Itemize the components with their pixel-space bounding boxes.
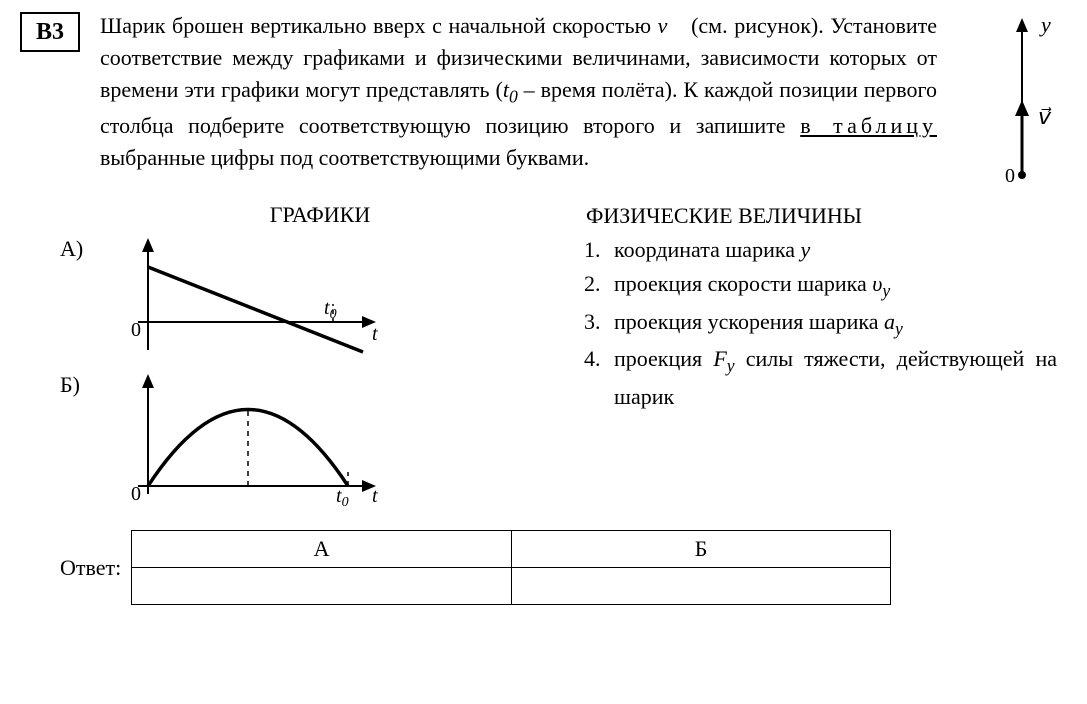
answer-header-b: Б [511, 531, 891, 568]
svg-text:0: 0 [131, 319, 141, 341]
svg-text:t: t [372, 323, 378, 345]
answer-header-a: А [132, 531, 512, 568]
y-axis-diagram: y v⃗ 0 [967, 10, 1057, 190]
list-item: проекция ускорения шарика ay [606, 305, 1057, 343]
origin-label: 0 [1005, 165, 1015, 187]
list-item: координата шарика y [606, 233, 1057, 267]
v-vector-label: v⃗ [1038, 104, 1052, 129]
answer-label: Ответ: [60, 555, 121, 581]
problem-label: В3 [20, 12, 80, 52]
list-item: проекция скорости шарика υy [606, 267, 1057, 305]
quantities-title: ФИЗИЧЕСКИЕ ВЕЛИЧИНЫ [580, 203, 1057, 229]
answer-cell-a[interactable] [132, 568, 512, 605]
answer-cell-b[interactable] [511, 568, 891, 605]
graph-a: 0 t0 t [108, 232, 398, 362]
list-item: проекция Fy силы тяжести, действующей на… [606, 342, 1057, 414]
graph-b: 0 t0 t [108, 368, 398, 508]
options-list: координата шарика y проекция скорости ша… [580, 233, 1057, 414]
answer-table: А Б [131, 530, 891, 605]
svg-text:t: t [372, 485, 378, 507]
graph-b-label: Б) [60, 368, 108, 398]
problem-body: Шарик брошен вертикально вверх с начальн… [100, 10, 957, 173]
svg-text:0: 0 [131, 483, 141, 505]
graphs-title: ГРАФИКИ [60, 202, 580, 228]
graph-a-label: А) [60, 232, 108, 262]
svg-text:t0: t0 [324, 297, 337, 322]
y-axis-label: y [1039, 12, 1051, 37]
svg-text:t0: t0 [336, 485, 349, 508]
